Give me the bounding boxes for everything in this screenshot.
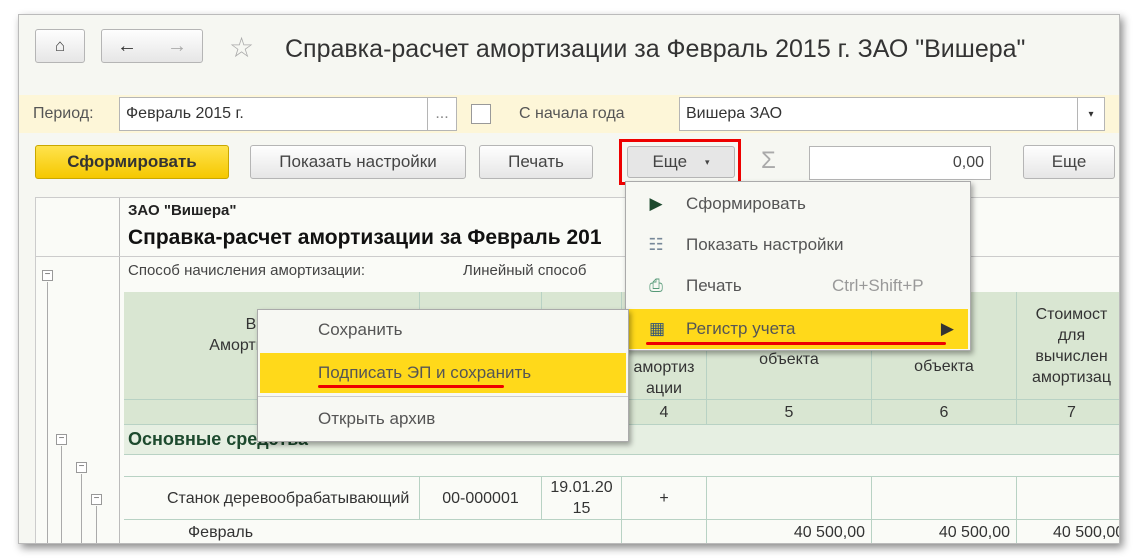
report-org: ЗАО "Вишера" — [128, 202, 237, 219]
organization-value: Вишера ЗАО — [686, 105, 783, 122]
collapse-icon[interactable]: − — [91, 494, 102, 505]
report-title: Справка-расчет амортизации за Февраль 20… — [128, 226, 602, 249]
home-button[interactable]: ⌂ — [35, 29, 85, 63]
star-icon[interactable]: ☆ — [229, 32, 255, 63]
from-year-start-label: С начала года — [519, 105, 625, 122]
month-value: 40 500,00 — [872, 520, 1017, 543]
method-label: Способ начисления амортизации: — [128, 262, 366, 279]
asset-name[interactable]: Станок деревообрабатывающий — [124, 477, 420, 520]
forward-button[interactable]: → — [167, 34, 187, 57]
settings-icon: ☷ — [648, 235, 664, 254]
period-input[interactable]: Февраль 2015 г. — [119, 97, 429, 131]
play-icon: ▶ — [649, 194, 663, 213]
history-buttons: ← → — [101, 29, 203, 63]
month-label: Февраль — [124, 520, 622, 543]
month-value: 40 500,00 — [707, 520, 872, 543]
register-icon: ▦ — [648, 319, 666, 338]
col-number: 4 — [622, 400, 707, 425]
sum-icon: Σ — [761, 147, 776, 174]
menu-item-open-archive[interactable]: Открыть архив — [318, 409, 436, 428]
more-label: Еще — [652, 152, 688, 171]
col-number: 7 — [1017, 400, 1119, 425]
month-value: 40 500,00 — [1017, 520, 1119, 543]
asset-flag: + — [622, 477, 707, 520]
home-icon: ⌂ — [54, 36, 66, 55]
menu-item-generate[interactable]: ▶ Сформировать — [626, 184, 970, 224]
annotation-underline — [318, 385, 504, 388]
more-menu: ▶ Сформировать ☷ Показать настройки ⎙ Печат… — [625, 181, 971, 351]
back-button[interactable]: ← — [117, 34, 137, 57]
period-picker-button[interactable]: ... — [427, 97, 457, 131]
from-year-start-checkbox[interactable] — [471, 104, 491, 124]
show-settings-button[interactable]: Показать настройки — [250, 145, 466, 179]
annotation-underline — [646, 342, 946, 345]
more-button-2[interactable]: Еще — [1023, 145, 1115, 179]
register-submenu: Сохранить Подписать ЭП и сохранить Откры… — [257, 309, 629, 442]
collapse-icon[interactable]: − — [56, 434, 67, 445]
printer-icon: ⎙ — [649, 276, 663, 295]
menu-item-print[interactable]: ⎙ Печать Ctrl+Shift+P — [626, 266, 970, 306]
collapse-icon[interactable]: − — [76, 462, 87, 473]
col-number: 5 — [707, 400, 872, 425]
print-button[interactable]: Печать — [479, 145, 593, 179]
organization-select[interactable]: Вишера ЗАО — [679, 97, 1079, 131]
asset-code: 00-000001 — [420, 477, 542, 520]
generate-button[interactable]: Сформировать — [35, 145, 229, 179]
menu-item-show-settings[interactable]: ☷ Показать настройки — [626, 225, 970, 265]
page-title: Справка-расчет амортизации за Февраль 20… — [285, 35, 1026, 63]
method-value: Линейный способ — [463, 262, 587, 279]
asset-date: 19.01.2015 — [542, 477, 622, 520]
period-label: Период: — [33, 105, 94, 122]
menu-item-save[interactable]: Сохранить — [318, 320, 403, 339]
sum-field: 0,00 — [809, 146, 991, 180]
chevron-down-icon: ▾ — [705, 156, 710, 167]
collapse-icon[interactable]: − — [42, 270, 53, 281]
chevron-right-icon: ▶ — [940, 319, 954, 338]
period-value: Февраль 2015 г. — [126, 105, 244, 122]
col-number: 6 — [872, 400, 1017, 425]
report-window: ⌂ ← → ☆ Справка-расчет амортизации за Фе… — [18, 14, 1120, 544]
more-button[interactable]: Еще ▾ — [627, 146, 735, 178]
col-header-7: Стоимост для вычислен амортизац — [1017, 292, 1119, 400]
chevron-down-icon[interactable]: ▾ — [1077, 97, 1105, 131]
